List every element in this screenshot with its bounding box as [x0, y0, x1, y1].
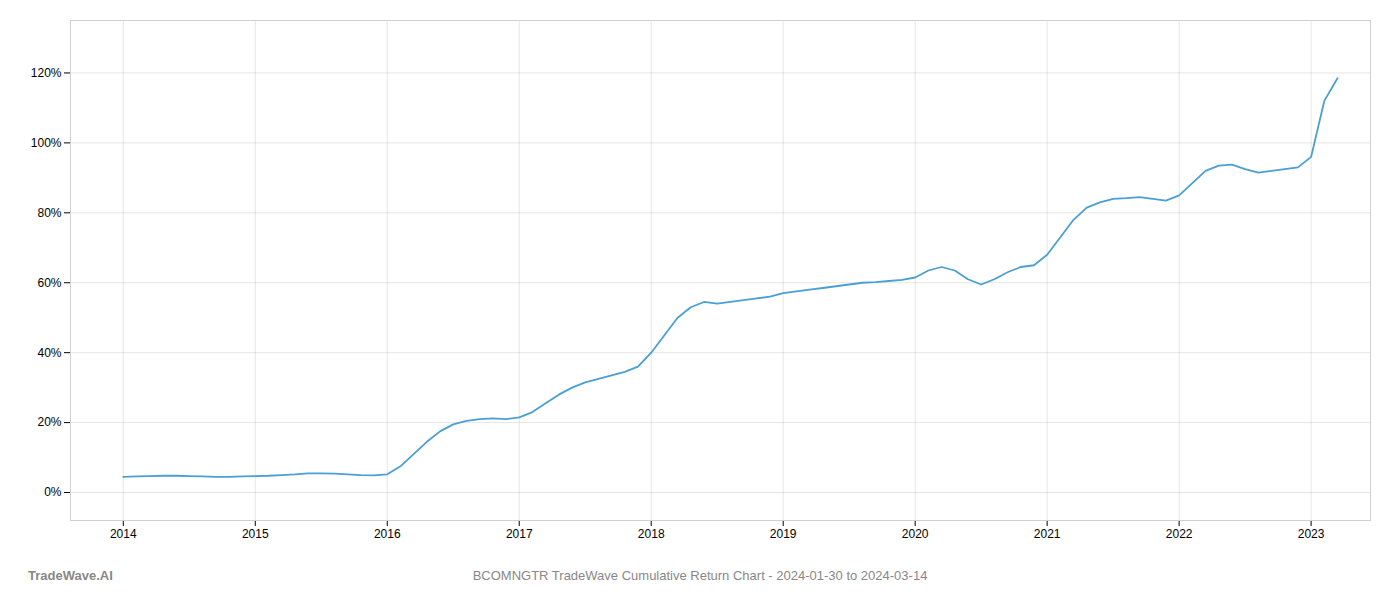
svg-text:2014: 2014: [110, 527, 137, 541]
svg-text:60%: 60%: [37, 276, 61, 290]
html-text:TradeWave.AI: TradeWave.AI: [28, 568, 113, 583]
svg-text:2023: 2023: [1298, 527, 1325, 541]
svg-text:2016: 2016: [374, 527, 401, 541]
svg-text:2019: 2019: [770, 527, 797, 541]
svg-text:40%: 40%: [37, 346, 61, 360]
svg-text:2022: 2022: [1166, 527, 1193, 541]
svg-text:2021: 2021: [1034, 527, 1061, 541]
svg-text:120%: 120%: [31, 66, 62, 80]
svg-text:100%: 100%: [31, 136, 62, 150]
svg-text:2015: 2015: [242, 527, 269, 541]
svg-text:2020: 2020: [902, 527, 929, 541]
svg-text:0%: 0%: [44, 485, 62, 499]
svg-text:80%: 80%: [37, 206, 61, 220]
svg-text:2018: 2018: [638, 527, 665, 541]
html-text:BCOMNGTR TradeWave Cumulative: BCOMNGTR TradeWave Cumulative Return Cha…: [472, 568, 928, 583]
svg-text:2017: 2017: [506, 527, 533, 541]
svg-text:20%: 20%: [37, 415, 61, 429]
